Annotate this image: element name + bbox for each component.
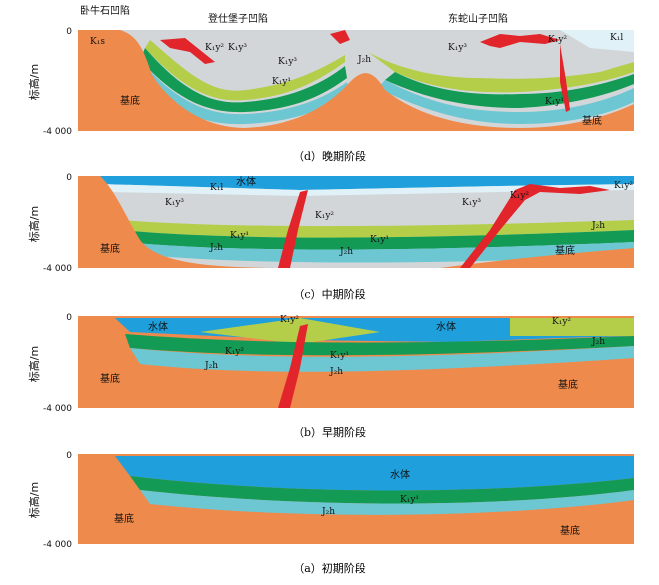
label-basement-c1: 基底	[100, 242, 120, 255]
label-j2h-b3: J₂h	[591, 337, 605, 347]
k1l-layer-c	[100, 184, 634, 196]
label-k1y1-d1: K₁y¹	[272, 77, 291, 87]
intrusion-c1	[278, 190, 308, 268]
j2h-layer-d2	[378, 80, 634, 124]
label-k1y2-d1: K₁y²	[205, 43, 224, 53]
caption-a: （a）初期阶段	[293, 562, 366, 575]
label-k1y3-d3: K₁y³	[278, 57, 297, 67]
label-water-b2: 水体	[436, 321, 456, 333]
basement-c2	[440, 248, 634, 268]
k1y1-layer-c	[120, 230, 634, 250]
basin-name-3: 东蛇山子凹陷	[448, 12, 508, 25]
label-k1y2-b2: K₁y²	[225, 347, 244, 357]
basement-c1	[78, 176, 300, 268]
tick-bottom-d: -4 000	[43, 127, 72, 137]
k1y2-layer-c	[120, 220, 634, 238]
label-k1y2-b1: K₁y²	[280, 315, 299, 325]
j2h-layer-b	[130, 346, 634, 372]
caption-d: （d）晚期阶段	[292, 150, 367, 163]
k1l-layer-d	[560, 30, 634, 52]
label-basement-b2: 基底	[558, 378, 578, 391]
tick-top-c: 0	[66, 173, 72, 183]
basin-name-1: 卧牛石凹陷	[80, 4, 130, 17]
k1y1-layer-a	[130, 476, 634, 504]
k1y2-layer-b2	[510, 318, 634, 336]
label-water-a: 水体	[390, 469, 410, 481]
intrusion-b	[278, 324, 308, 408]
ylabel-d: 标高/m	[27, 64, 41, 100]
intrusion-d2	[480, 34, 560, 48]
label-k1y2-b3: K₁y²	[552, 317, 571, 327]
tick-bottom-c: -4 000	[43, 264, 72, 274]
section-d: 卧牛石凹陷 登仕堡子凹陷 东蛇山子凹陷 0 -4 000 标高/m K₁s K₁…	[27, 4, 634, 137]
caption-c: （c）中期阶段	[293, 288, 366, 301]
label-k1l-c: K₁l	[210, 183, 223, 193]
k1y2-layer-b1	[200, 318, 380, 344]
ylabel-b: 标高/m	[27, 346, 41, 382]
label-k1y3-c1: K₁y³	[165, 198, 184, 208]
tick-top-d: 0	[66, 27, 72, 37]
label-basement-b1: 基底	[100, 372, 120, 385]
water-c	[78, 176, 634, 190]
label-j2h-b2: J₂h	[329, 367, 343, 377]
section-a: 0 -4 000 标高/m 水体 K₁y¹ J₂h 基底 基底	[27, 451, 634, 550]
label-k1y1-b: K₁y¹	[330, 351, 349, 361]
label-k1y3-d2: K₁y³	[448, 43, 467, 53]
j2h-layer-c	[125, 242, 634, 263]
tick-top-a: 0	[66, 451, 72, 461]
k1y1-layer-d2	[385, 72, 634, 108]
k1y2-layer-d1	[145, 40, 345, 101]
label-k1y2-d2: K₁y²	[548, 35, 567, 45]
label-k1y2-c3: K₁y²	[614, 181, 633, 191]
label-basement-d1: 基底	[120, 94, 140, 107]
j2h-layer-d1	[136, 60, 350, 125]
basin-name-2: 登仕堡子凹陷	[208, 12, 268, 25]
label-k1y3-c2: K₁y³	[462, 198, 481, 208]
tick-bottom-a: -4 000	[43, 540, 72, 550]
label-basement-a2: 基底	[560, 524, 580, 537]
k1y1-layer-d1	[140, 48, 347, 113]
label-basement-a1: 基底	[114, 512, 134, 525]
label-basement-c2: 基底	[555, 244, 575, 257]
panel-a: 0 -4 000 标高/m 水体 K₁y¹ J₂h 基底 基底	[0, 446, 659, 550]
label-j2h-c2: J₂h	[339, 247, 353, 257]
section-c: 0 -4 000 标高/m 水体 K₁l K₁y³ K₁y³ K₁y² K₁y²…	[27, 173, 634, 274]
label-j2h-c3: J₂h	[591, 221, 605, 231]
label-k1y3-d1: K₁y³	[228, 43, 247, 53]
caption-b: （b）早期阶段	[292, 426, 367, 439]
k1y2-layer-d2	[368, 52, 634, 93]
section-b: 0 -4 000 标高/m 水体 水体 K₁y² K₁y² K₁y² K₁y¹ …	[27, 313, 634, 414]
ylabel-a: 标高/m	[27, 482, 41, 518]
label-k1y1-c2: K₁y¹	[370, 235, 389, 245]
label-j2h-b1: J₂h	[204, 361, 218, 371]
panel-d: 卧牛石凹陷 登仕堡子凹陷 东蛇山子凹陷 0 -4 000 标高/m K₁s K₁…	[0, 0, 659, 145]
ylabel-c: 标高/m	[27, 206, 41, 242]
label-k1y2-c2: K₁y²	[510, 191, 529, 201]
panel-c: 0 -4 000 标高/m 水体 K₁l K₁y³ K₁y³ K₁y² K₁y²…	[0, 170, 659, 276]
intrusion-d3	[330, 30, 350, 44]
basement-d	[78, 30, 634, 131]
tick-top-b: 0	[66, 313, 72, 323]
label-basement-d2: 基底	[582, 114, 602, 127]
label-k1y1-a: K₁y¹	[400, 495, 419, 505]
label-j2h-d: J₂h	[357, 55, 371, 65]
water-a	[115, 456, 634, 491]
intrusion-d4	[560, 44, 570, 112]
label-water-b1: 水体	[148, 321, 168, 333]
label-k1l-d: K₁l	[610, 33, 623, 43]
label-k1y1-d2: K₁y¹	[545, 97, 564, 107]
label-k1y1-c1: K₁y¹	[230, 231, 249, 241]
label-k1s-d: K₁s	[90, 37, 105, 47]
tick-bottom-b: -4 000	[43, 404, 72, 414]
intrusion-c2	[460, 184, 610, 268]
label-water-c: 水体	[236, 176, 256, 188]
panel-b: 0 -4 000 标高/m 水体 水体 K₁y² K₁y² K₁y² K₁y¹ …	[0, 308, 659, 414]
j2h-layer-a	[140, 490, 634, 515]
intrusion-d1	[160, 38, 215, 64]
label-j2h-c1: J₂h	[209, 243, 223, 253]
k1y1-layer-b	[125, 334, 634, 356]
label-j2h-a: J₂h	[321, 507, 335, 517]
label-k1y2-c1: K₁y²	[315, 211, 334, 221]
